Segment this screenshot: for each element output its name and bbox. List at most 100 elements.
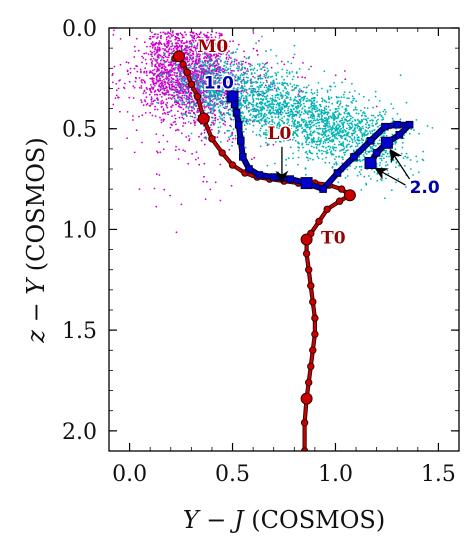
scatter-point	[213, 103, 216, 105]
scatter-point	[389, 153, 392, 156]
scatter-point	[194, 39, 197, 42]
scatter-point	[342, 116, 345, 118]
scatter-point	[287, 132, 290, 135]
scatter-point	[265, 89, 267, 92]
scatter-point	[155, 93, 158, 96]
scatter-point	[408, 132, 411, 135]
scatter-point	[171, 31, 174, 34]
scatter-point	[312, 104, 315, 107]
scatter-point	[245, 57, 248, 60]
scatter-point	[313, 102, 316, 104]
scatter-point	[192, 75, 194, 77]
scatter-point	[209, 97, 212, 100]
scatter-point	[154, 99, 156, 102]
scatter-point	[193, 35, 195, 38]
scatter-point	[220, 100, 223, 102]
scatter-point	[344, 78, 347, 81]
scatter-point	[310, 152, 312, 155]
scatter-point	[301, 127, 303, 129]
scatter-point	[232, 85, 235, 87]
scatter-point	[339, 134, 342, 137]
scatter-point	[182, 117, 185, 120]
scatter-point	[410, 128, 413, 131]
scatter-point	[343, 133, 346, 136]
scatter-point	[192, 40, 195, 42]
scatter-point	[224, 86, 227, 89]
scatter-point	[226, 105, 229, 108]
scatter-point	[245, 95, 248, 97]
series-1-point	[300, 419, 309, 427]
scatter-point	[217, 79, 220, 82]
scatter-point	[190, 92, 193, 95]
scatter-point	[397, 155, 400, 157]
scatter-point	[182, 108, 185, 111]
scatter-point	[171, 35, 173, 38]
scatter-point	[305, 120, 307, 122]
scatter-point	[267, 143, 270, 146]
scatter-point	[312, 138, 315, 141]
scatter-point	[133, 56, 136, 58]
scatter-point	[159, 82, 162, 85]
scatter-point	[149, 38, 152, 40]
scatter-point	[331, 153, 334, 155]
scatter-point	[249, 102, 252, 105]
scatter-point	[245, 98, 248, 101]
scatter-point	[140, 71, 142, 74]
x-tick-label: 1.0	[318, 462, 353, 487]
scatter-point	[165, 36, 168, 39]
scatter-point	[363, 134, 366, 137]
scatter-point	[248, 106, 250, 109]
scatter-point	[156, 46, 159, 48]
scatter-point	[187, 87, 190, 90]
scatter-point	[374, 95, 377, 98]
scatter-point	[324, 119, 327, 122]
scatter-point	[209, 47, 211, 50]
scatter-point	[392, 107, 395, 110]
scatter-point	[115, 94, 118, 97]
scatter-point	[150, 61, 153, 64]
scatter-point	[236, 67, 238, 70]
scatter-point	[145, 70, 148, 73]
scatter-point	[200, 98, 203, 101]
scatter-point	[323, 132, 326, 135]
scatter-point	[174, 38, 177, 41]
scatter-point	[227, 88, 230, 90]
scatter-point	[233, 79, 236, 82]
scatter-point	[223, 82, 226, 85]
scatter-point	[280, 119, 283, 122]
scatter-point	[352, 99, 354, 102]
scatter-point	[113, 29, 115, 32]
scatter-point	[267, 129, 270, 132]
scatter-point	[201, 74, 204, 77]
scatter-point	[186, 60, 189, 63]
scatter-point	[316, 155, 319, 158]
scatter-point	[268, 88, 271, 91]
scatter-point	[132, 115, 134, 117]
scatter-point	[252, 124, 255, 127]
scatter-point	[200, 37, 203, 40]
scatter-point	[180, 47, 183, 50]
scatter-point	[246, 107, 248, 110]
scatter-point	[194, 124, 196, 126]
scatter-point	[243, 85, 246, 87]
scatter-point	[275, 103, 278, 106]
scatter-point	[381, 155, 383, 158]
scatter-point	[199, 84, 202, 86]
scatter-point	[229, 40, 231, 43]
scatter-point	[193, 111, 195, 114]
scatter-point	[209, 60, 212, 63]
scatter-point	[298, 91, 301, 93]
scatter-point	[201, 81, 204, 83]
scatter-point	[400, 152, 403, 155]
scatter-point	[145, 52, 148, 54]
scatter-point	[321, 100, 324, 103]
scatter-point	[212, 37, 215, 40]
scatter-point	[320, 118, 322, 121]
scatter-point	[335, 126, 337, 128]
scatter-point	[322, 121, 324, 124]
scatter-point	[225, 75, 228, 78]
scatter-point	[318, 109, 321, 112]
scatter-point	[174, 63, 177, 66]
scatter-point	[331, 146, 334, 148]
scatter-point	[162, 84, 164, 87]
